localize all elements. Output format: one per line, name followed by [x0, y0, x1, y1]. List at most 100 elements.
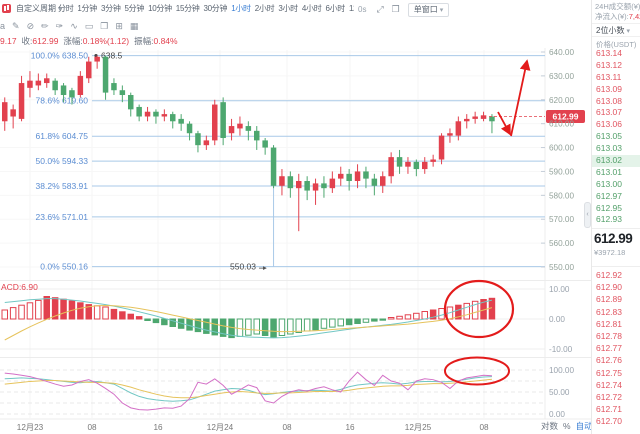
copy-icon[interactable]: ❐	[100, 21, 109, 31]
orderbook-price-row[interactable]: 612.95	[596, 202, 622, 213]
timeframe-tab-4小时[interactable]: 4小时	[301, 4, 322, 13]
timeframe-tab-3小时[interactable]: 3小时	[278, 4, 298, 13]
decimals-dropdown[interactable]: 2位小数 ▾	[592, 23, 640, 37]
orderbook-price-row[interactable]: 612.93	[596, 214, 622, 225]
ask-price-list: 613.14 613.12 613.11 613.09 613.08 613.07 613.…	[592, 48, 640, 226]
timeframe-tab-12小时[interactable]: 12小时	[349, 4, 354, 13]
chart-text: 10.00	[549, 285, 570, 294]
wave-tool-icon[interactable]: ∿	[70, 21, 78, 31]
collapse-panel-handle[interactable]: ‹	[584, 202, 591, 228]
timeframe-tab-3分钟[interactable]: 3分钟	[100, 4, 121, 13]
orderbook-price-row[interactable]: 613.07	[596, 107, 622, 118]
stat-label: 振幅:	[134, 36, 154, 46]
tool-a[interactable]: a	[0, 21, 6, 31]
chart-text: 590.00	[549, 167, 574, 176]
rect-tool-icon[interactable]: ▭	[84, 21, 94, 31]
chart-text: 08	[87, 423, 97, 432]
candlestick-series	[2, 55, 495, 232]
orderbook-price-row[interactable]: 613.14	[596, 48, 622, 58]
chart-text: 0.00	[549, 410, 565, 419]
net-inflow-label: 净流入(¥):	[595, 12, 629, 21]
custom-period-dropdown[interactable]: 自定义周期 ▾	[16, 0, 62, 19]
ohlc-stats: 9.17 收:612.99 涨幅:0.18%(1.12) 振幅:0.84%	[0, 34, 400, 48]
timeframe-tab-5分钟[interactable]: 5分钟	[124, 4, 145, 13]
orderbook-price-row[interactable]: 612.77	[596, 343, 622, 354]
orderbook-price-row[interactable]: 613.06	[596, 119, 622, 130]
chart-text: 12月24	[207, 423, 234, 432]
orderbook-price-row[interactable]: 613.11	[596, 71, 622, 82]
chart-text: 08	[282, 423, 292, 432]
orderbook-price-row[interactable]: 613.08	[596, 95, 622, 106]
toolbar-right-cluster: 0s ⤢ ❐ 单窗口 ▾	[354, 0, 450, 18]
chart-text: 610.00	[549, 120, 574, 129]
ellipse-tool-icon[interactable]: ⊘	[26, 21, 35, 31]
orderbook-price-row[interactable]: 612.71	[596, 404, 622, 415]
brush-icon[interactable]: ✎	[12, 21, 20, 31]
stat-label: 涨幅:	[63, 36, 83, 46]
net-inflow-value: 7,42	[628, 12, 640, 21]
orderbook-price-row[interactable]: 613.02	[592, 155, 640, 167]
chart-text: 12月25	[405, 423, 432, 432]
multiwindow-icon[interactable]: ❐	[391, 4, 400, 14]
orderbook-price-row[interactable]: 613.09	[596, 83, 622, 94]
chart-text: 50.00	[549, 388, 570, 397]
orderbook-price-row[interactable]: 612.72	[596, 391, 622, 402]
delete-icon[interactable]: ▦	[129, 21, 139, 31]
screenshot-icon[interactable]: ⊞	[115, 21, 123, 31]
orderbook-price-row[interactable]: 612.78	[596, 330, 622, 341]
auto-scale-toggle[interactable]: 自动	[575, 421, 593, 431]
timeframe-tab-10分钟[interactable]: 10分钟	[148, 4, 172, 13]
chart-text: 550.03	[230, 262, 256, 272]
candle-countdown: 0s	[358, 5, 367, 14]
chart-text: ACD:6.90	[1, 282, 38, 292]
pencil-icon[interactable]: ✏	[41, 21, 49, 31]
orderbook-price-row[interactable]: 613.03	[596, 143, 622, 154]
timeframe-tab-6小时[interactable]: 6小时	[325, 4, 346, 13]
fibonacci-retracement[interactable]: 100.0% 638.50 78.6% 619.60 61.8% 604.75 50.…	[31, 51, 545, 272]
orderbook-price-row[interactable]: 612.89	[596, 294, 622, 305]
stat-value: 0.18%(1.12)	[82, 36, 130, 46]
chart-text: 630.00	[549, 72, 574, 81]
orderbook-price-row[interactable]: 613.00	[596, 178, 622, 189]
orderbook-price-row[interactable]: 612.83	[596, 306, 622, 317]
scale-controls: 对数% 自动	[541, 420, 598, 432]
timeframe-tab-1小时[interactable]: 1小时	[231, 4, 251, 13]
price-axis: 640.00 630.00 620.00 610.00 600.00 590.00 580.…	[541, 48, 574, 272]
timeframe-list: 分时1分钟3分钟5分钟10分钟15分钟30分钟1小时2小时3小时4小时6小时12…	[58, 0, 354, 18]
chart-canvas: 100.0% 638.50 78.6% 619.60 61.8% 604.75 50.…	[0, 48, 592, 432]
orderbook-price-row[interactable]: 612.97	[596, 190, 622, 201]
orderbook-price-row[interactable]: 612.70	[596, 416, 622, 427]
orderbook-price-row[interactable]: 612.81	[596, 318, 622, 329]
orderbook-price-row[interactable]: 613.12	[596, 59, 622, 70]
orderbook-price-row[interactable]: 612.76	[596, 355, 622, 366]
indicator-logo-icon[interactable]	[2, 4, 11, 13]
chart-text: 570.00	[549, 215, 574, 224]
pen-icon[interactable]: ✑	[55, 21, 64, 31]
fullscreen-icon[interactable]: ⤢	[376, 4, 384, 14]
orderbook-price-row[interactable]: 612.75	[596, 367, 622, 378]
timeframe-tab-15分钟[interactable]: 15分钟	[175, 4, 200, 13]
volume-24h-label: 24H成交额(¥):	[595, 2, 640, 11]
orderbook-price-row[interactable]: 612.74	[596, 379, 622, 390]
orderbook-price-row[interactable]: 612.90	[596, 282, 622, 293]
drawing-toolbar: a ✎ ⊘ ✏ ✑ ∿ ▭ ❐ ⊞ ▦	[0, 18, 300, 34]
last-price-cny: ¥3972.18	[594, 248, 626, 257]
orderbook-price-row[interactable]: 612.92	[596, 270, 622, 280]
orderbook-price-row[interactable]: 613.01	[596, 166, 622, 177]
timeframe-tab-1分钟[interactable]: 1分钟	[77, 4, 97, 13]
orderbook-price-row[interactable]: 613.05	[596, 131, 622, 142]
timeframe-tab-30分钟[interactable]: 30分钟	[203, 4, 228, 13]
percent-scale-toggle[interactable]: %	[563, 421, 571, 431]
timeframe-tab-分时[interactable]: 分时	[58, 4, 74, 13]
chart-text: 38.2% 583.91	[36, 181, 89, 191]
chart-text: 08	[479, 423, 489, 432]
log-scale-toggle[interactable]: 对数	[541, 421, 559, 431]
window-mode-button[interactable]: 单窗口 ▾	[407, 3, 450, 17]
timeframe-toolbar: 自定义周期 ▾ 分时 1分钟 3分钟 5分钟 10分钟 15分钟 30分钟 1小时 2小时 3小时 4…	[0, 0, 592, 18]
chart-text: 50.0% 594.33	[36, 156, 89, 166]
timeframe-tab-2小时[interactable]: 2小时	[254, 4, 275, 13]
chart-text: 78.6% 619.60	[36, 96, 89, 106]
chart-text: 12月23	[17, 423, 44, 432]
caret-down-icon: ▾	[58, 6, 62, 13]
